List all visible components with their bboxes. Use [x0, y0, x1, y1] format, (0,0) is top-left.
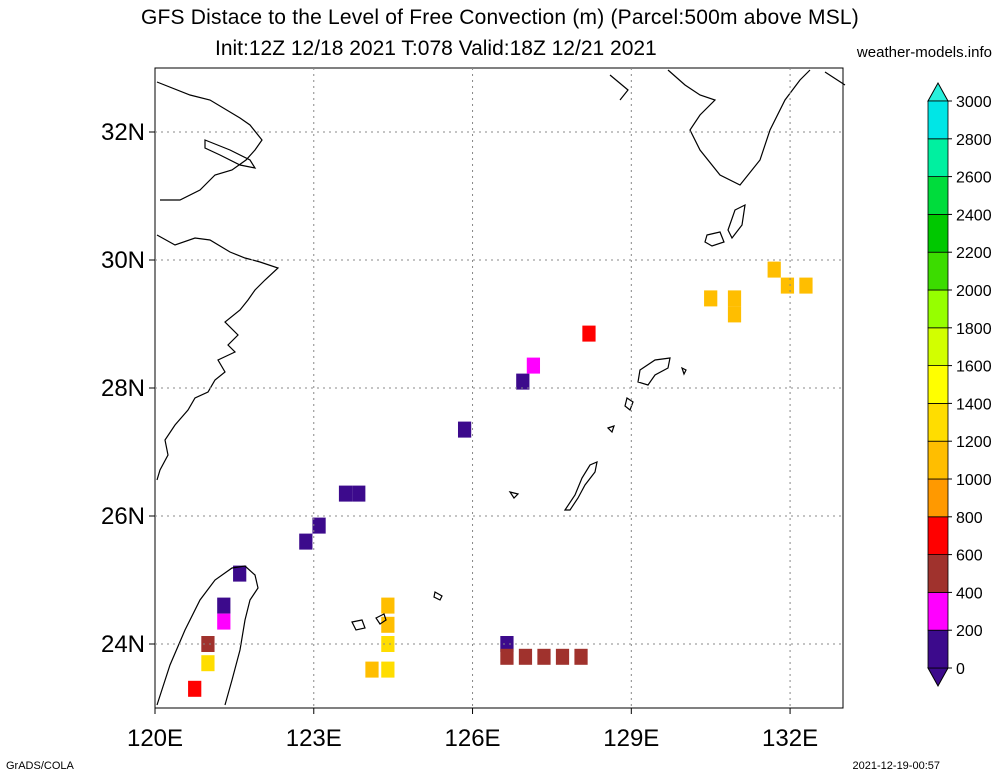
lfc-cell: [381, 616, 395, 633]
lfc-cell: [537, 648, 551, 665]
lfc-cell: [516, 373, 530, 390]
site-credit[interactable]: weather-models.info: [856, 44, 992, 61]
colorbar-label: 600: [956, 548, 983, 565]
lfc-cell: [381, 661, 395, 678]
colorbar-label: 1200: [956, 434, 992, 451]
tanegashima: [727, 203, 746, 240]
small-island: [680, 366, 687, 376]
colorbar-label: 400: [956, 585, 983, 602]
lfc-cell: [780, 277, 795, 294]
colorbar-label: 3000: [956, 94, 992, 111]
lfc-cell: [526, 357, 541, 374]
colorbar-label: 200: [956, 623, 983, 640]
colorbar-label: 2400: [956, 207, 992, 224]
colorbar-swatch: [927, 402, 949, 442]
lfc-cell: [188, 680, 202, 697]
tokunoshima: [624, 397, 634, 411]
lfc-cell: [727, 306, 742, 323]
colorbar: 0 200 400 600 800 1000 1200 1400 1600 1800 2000 220…: [927, 81, 992, 688]
lfc-cell: [365, 661, 379, 678]
lat-tick-label: 26N: [101, 503, 145, 530]
lon-tick-label: 129E: [603, 725, 659, 752]
colorbar-swatch: [927, 100, 949, 140]
map-title: GFS Distace to the Level of Free Convect…: [141, 6, 859, 29]
ishigaki: [351, 613, 387, 631]
colorbar-label: 1600: [956, 359, 992, 376]
lfc-cell: [457, 421, 472, 438]
lfc-cell: [201, 636, 215, 652]
colorbar-swatch: [927, 176, 949, 215]
lat-tick-label: 24N: [101, 631, 145, 658]
lon-tick-label: 120E: [127, 725, 183, 752]
lon-tick-label: 123E: [286, 725, 342, 752]
china-coast: [156, 81, 280, 481]
colorbar-swatch: [927, 365, 949, 404]
lat-tick-label: 32N: [101, 119, 145, 146]
colorbar-swatch: [927, 478, 949, 518]
lfc-cells: [188, 261, 813, 697]
lat-tick-label: 30N: [101, 247, 145, 274]
colorbar-swatch: [927, 516, 949, 555]
colorbar-label: 1800: [956, 321, 992, 338]
lfc-cell: [574, 648, 588, 665]
lfc-cell: [299, 533, 313, 550]
colorbar-label: 1000: [956, 472, 992, 489]
lfc-cell: [352, 485, 366, 502]
map-subtitle: Init:12Z 12/18 2021 T:078 Valid:18Z 12/2…: [215, 37, 657, 60]
yakushima: [704, 231, 725, 247]
lfc-cell: [500, 636, 514, 652]
lfc-cell: [381, 636, 395, 652]
colorbar-swatch: [927, 592, 949, 631]
lfc-cell: [704, 290, 718, 307]
colorbar-swatch: [927, 629, 949, 669]
colorbar-swatch: [927, 138, 949, 178]
colorbar-label: 0: [956, 661, 965, 678]
lfc-cell: [500, 648, 514, 665]
colorbar-swatch: [927, 327, 949, 366]
lon-tick-label: 126E: [445, 725, 501, 752]
lfc-cell: [217, 613, 231, 630]
yangtze-estuary: [204, 139, 257, 169]
okinoerabu: [606, 425, 615, 434]
colorbar-over-arrow: [927, 81, 949, 102]
colorbar-label: 2000: [956, 283, 992, 300]
taiwan-coast: [156, 565, 259, 706]
miyako: [433, 591, 443, 601]
kyushu-coast: [609, 69, 846, 186]
colorbar-label: 2600: [956, 170, 992, 187]
lfc-cell: [217, 597, 231, 614]
lfc-cell: [233, 565, 247, 582]
lfc-cell: [555, 648, 570, 665]
lfc-cell: [799, 277, 813, 294]
lfc-cell: [767, 261, 781, 278]
kume-island: [508, 491, 520, 499]
lfc-cell: [381, 597, 395, 614]
lfc-cell: [518, 648, 533, 665]
lfc-cell: [312, 517, 326, 534]
colorbar-swatch: [927, 554, 949, 593]
axes-labels: 120E 123E 126E 129E 132E 24N 26N 28N 30N 32N: [101, 119, 818, 752]
colorbar-swatch: [927, 213, 949, 253]
colorbar-label: 1400: [956, 396, 992, 413]
lfc-cell: [727, 290, 742, 307]
colorbar-label: 2200: [956, 245, 992, 262]
footer-timestamp: 2021-12-19-00:57: [852, 760, 940, 772]
colorbar-swatch: [927, 251, 949, 291]
colorbar-swatch: [927, 289, 949, 329]
colorbar-swatch: [927, 440, 949, 480]
lon-tick-label: 132E: [762, 725, 818, 752]
colorbar-under-arrow: [927, 667, 949, 688]
lfc-cell: [338, 485, 353, 502]
okinawa: [563, 460, 598, 511]
lfc-cell: [201, 655, 215, 672]
footer-credit: GrADS/COLA: [6, 760, 74, 772]
colorbar-label: 2800: [956, 132, 992, 149]
grid-lines: [155, 68, 843, 708]
amami: [637, 357, 671, 386]
lat-tick-label: 28N: [101, 375, 145, 402]
coastline: [156, 69, 846, 706]
lfc-cell: [582, 325, 596, 342]
colorbar-label: 800: [956, 510, 983, 527]
